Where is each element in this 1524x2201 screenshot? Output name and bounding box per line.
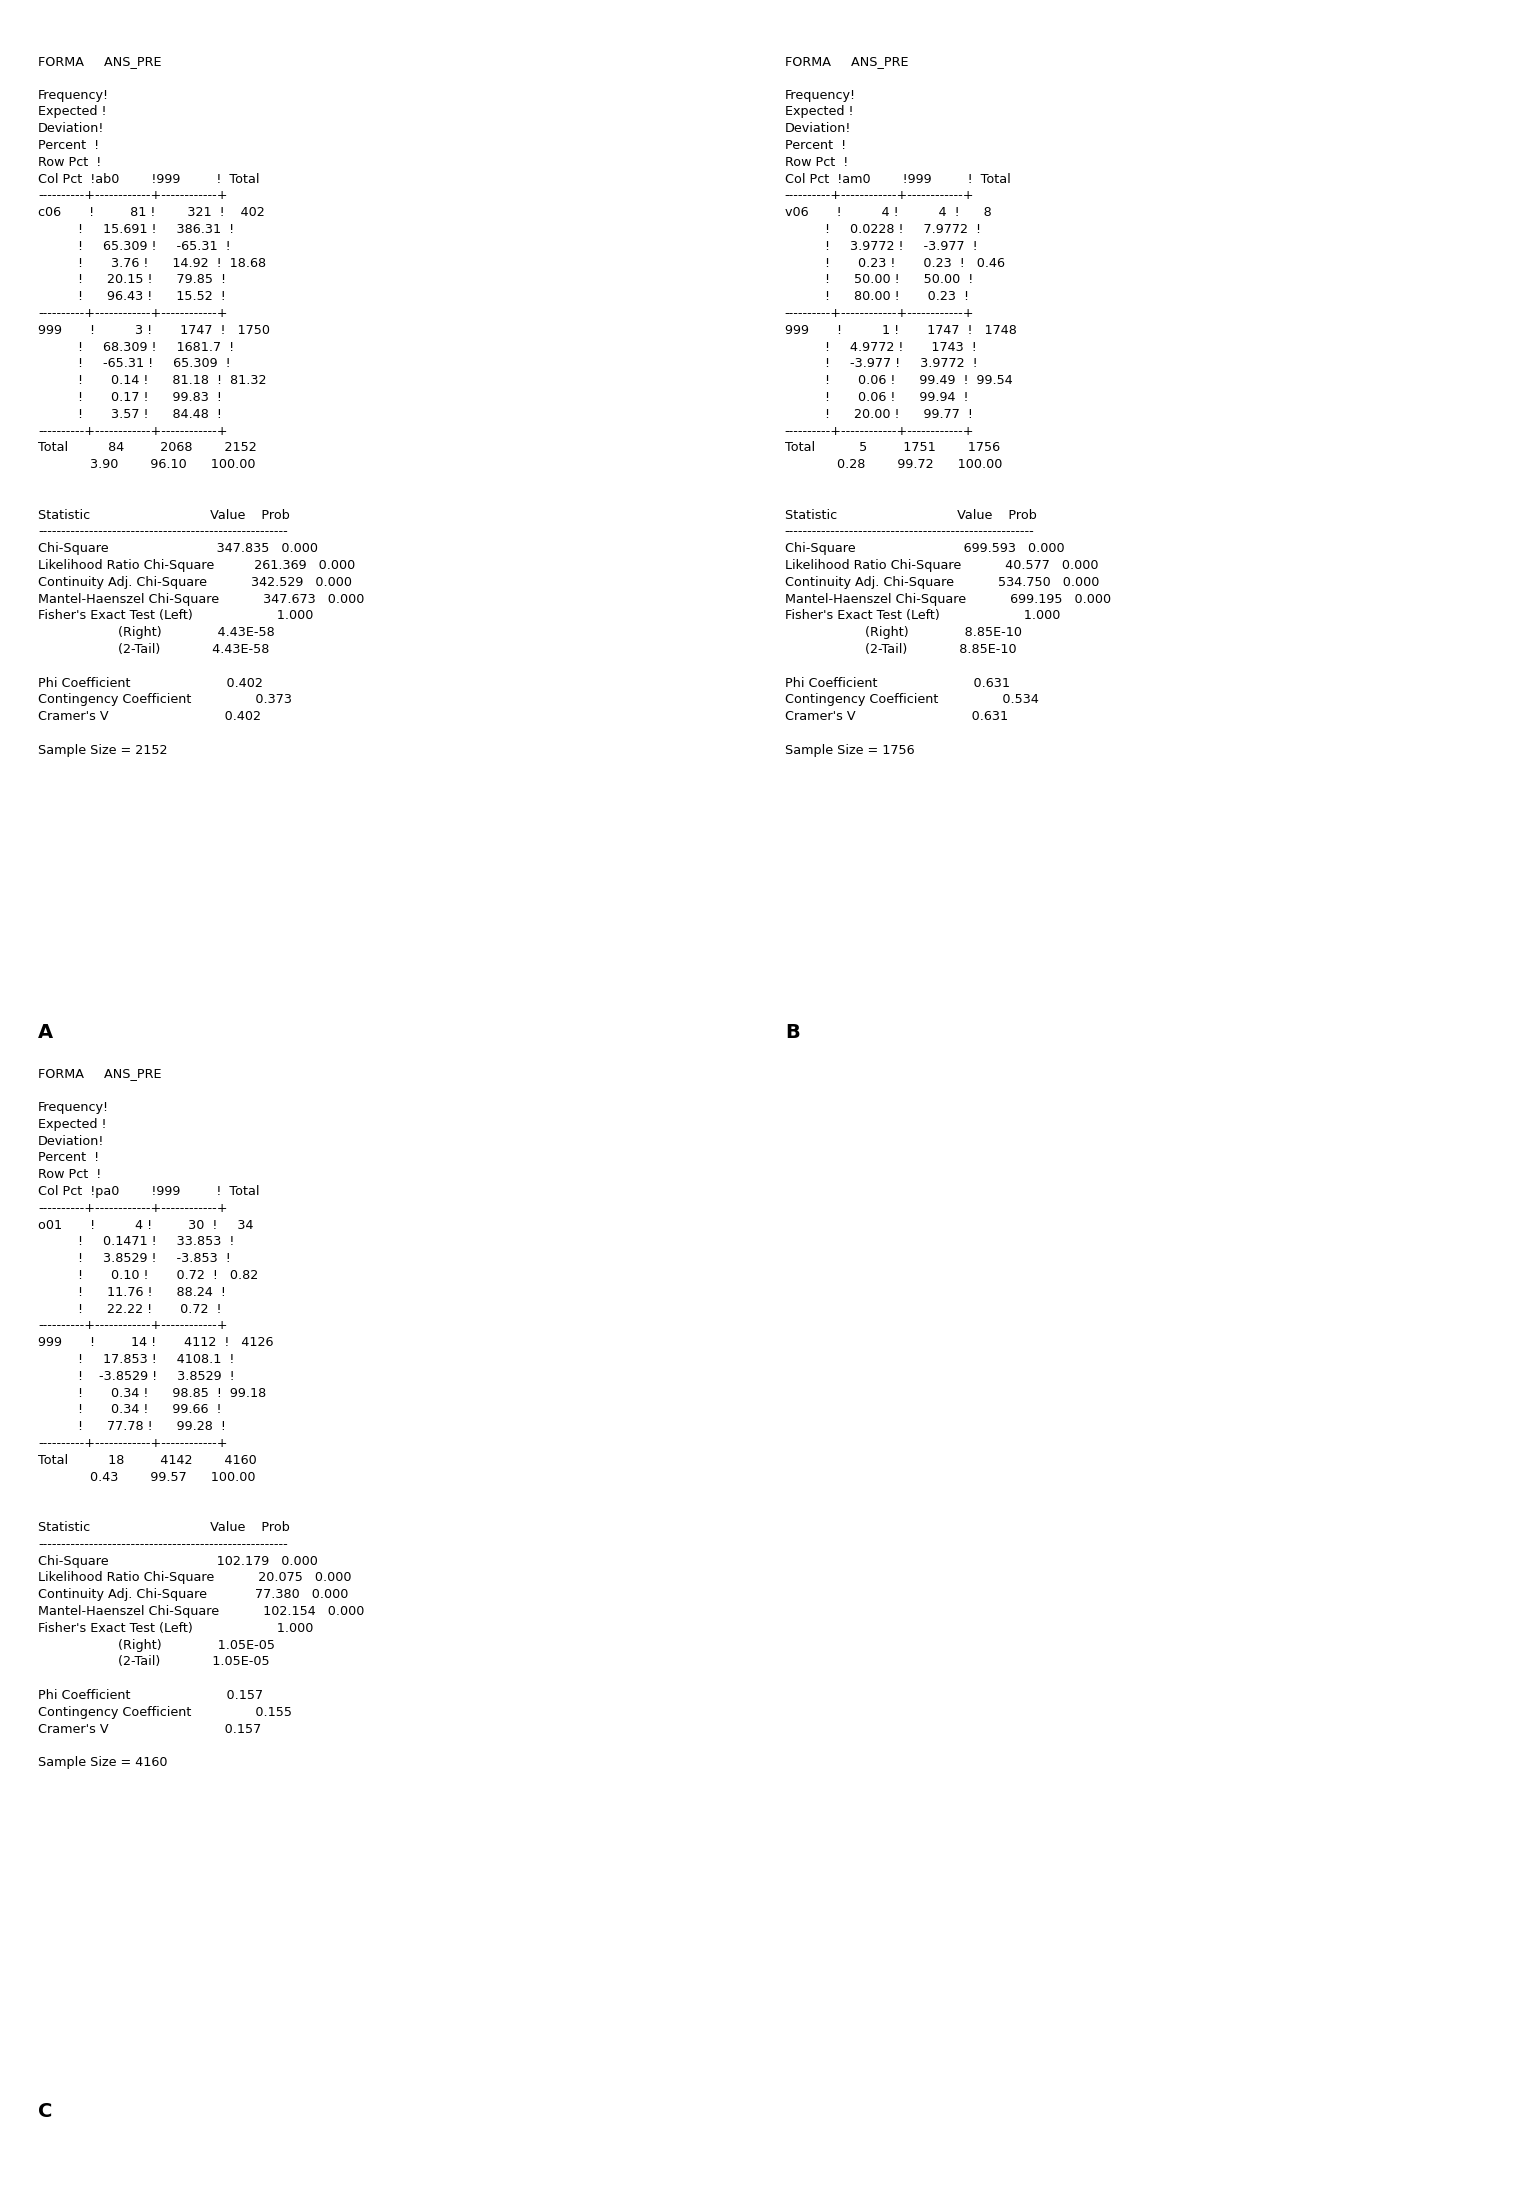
Text: B: B (785, 1023, 800, 1043)
Text: FORMA     ANS_PRE

Frequency!
Expected !
Deviation!
Percent  !
Row Pct  !
Col Pc: FORMA ANS_PRE Frequency! Expected ! Devi… (38, 55, 364, 757)
Text: A: A (38, 1023, 53, 1043)
Text: FORMA     ANS_PRE

Frequency!
Expected !
Deviation!
Percent  !
Row Pct  !
Col Pc: FORMA ANS_PRE Frequency! Expected ! Devi… (785, 55, 1111, 757)
Text: FORMA     ANS_PRE

Frequency!
Expected !
Deviation!
Percent  !
Row Pct  !
Col Pc: FORMA ANS_PRE Frequency! Expected ! Devi… (38, 1067, 364, 1770)
Text: C: C (38, 2102, 52, 2122)
